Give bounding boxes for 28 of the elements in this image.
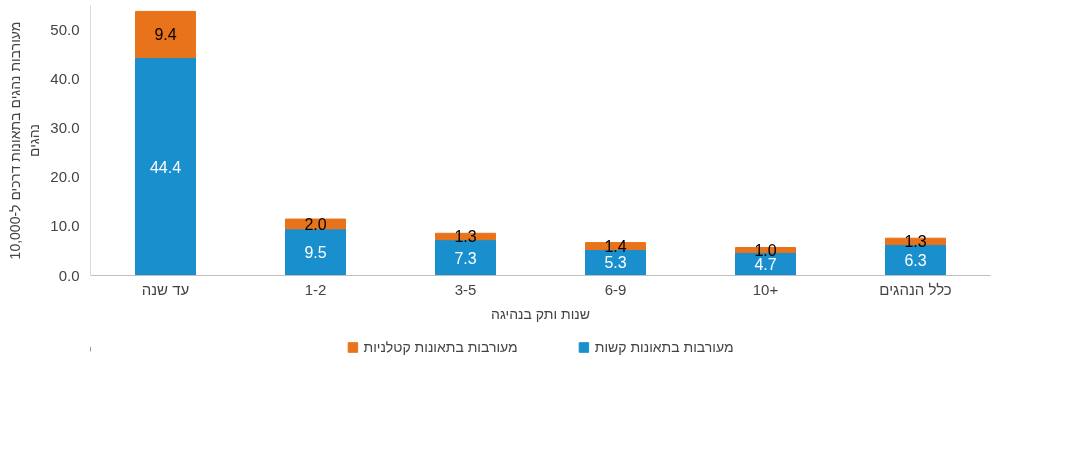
x-tick-label: 3-5 [454, 280, 477, 298]
data-label: 9.4 [154, 26, 177, 44]
y-axis-title: מעורבות נהגים בתאונות דרכים ל-10,000 נהגים [7, 21, 43, 260]
data-label: 5.3 [604, 254, 627, 272]
legend-label: מעורבות בתאונות קטלניות [363, 339, 518, 355]
y-tick-label: 0.0 [58, 266, 80, 284]
legend-label: מעורבות בתאונות קשות [594, 339, 734, 355]
bar [285, 218, 346, 230]
y-tick-label: 20.0 [50, 168, 80, 186]
data-label: 7.3 [454, 249, 477, 267]
x-tick-label: כלל הנהגים [879, 280, 952, 298]
data-label: 9.5 [304, 244, 327, 262]
x-tick-label: עד שנה [141, 280, 190, 298]
y-tick-label: 40.0 [50, 70, 80, 88]
y-tick-label: 30.0 [50, 119, 80, 137]
data-label: 2.0 [304, 215, 327, 233]
x-axis-title: שנות ותק בנהיגה [491, 305, 590, 322]
bar [135, 10, 196, 59]
x-tick-label: 1-2 [304, 280, 327, 298]
data-label: 4.7 [754, 255, 777, 273]
bar [285, 228, 346, 276]
x-tick-label: 10+ [752, 280, 779, 298]
bar [135, 57, 196, 276]
data-label: 6.3 [904, 252, 927, 270]
y-tick-label: 50.0 [50, 21, 80, 39]
y-tick-label: 10.0 [50, 217, 80, 235]
x-tick-label: 6-9 [604, 280, 627, 298]
data-label: 44.4 [149, 158, 182, 176]
